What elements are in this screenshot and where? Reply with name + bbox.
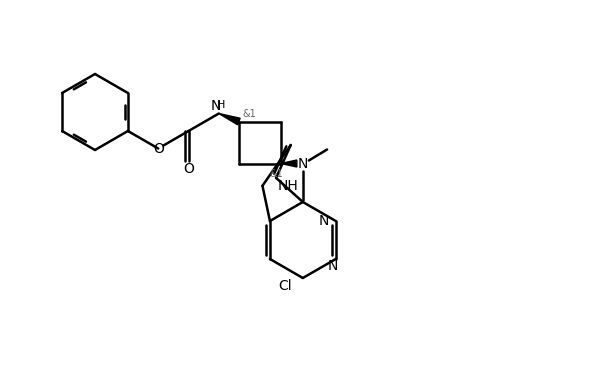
Text: N: N xyxy=(211,98,221,113)
Text: N: N xyxy=(298,156,308,171)
Text: NH: NH xyxy=(277,179,298,193)
Polygon shape xyxy=(219,113,240,125)
Polygon shape xyxy=(281,160,297,167)
Text: O: O xyxy=(153,142,164,156)
Text: &1: &1 xyxy=(242,109,256,119)
Text: H: H xyxy=(216,101,225,110)
Text: O: O xyxy=(183,162,194,176)
Text: Cl: Cl xyxy=(278,279,292,293)
Text: N: N xyxy=(328,259,338,273)
Text: N: N xyxy=(319,214,329,228)
Text: &1: &1 xyxy=(269,168,283,178)
